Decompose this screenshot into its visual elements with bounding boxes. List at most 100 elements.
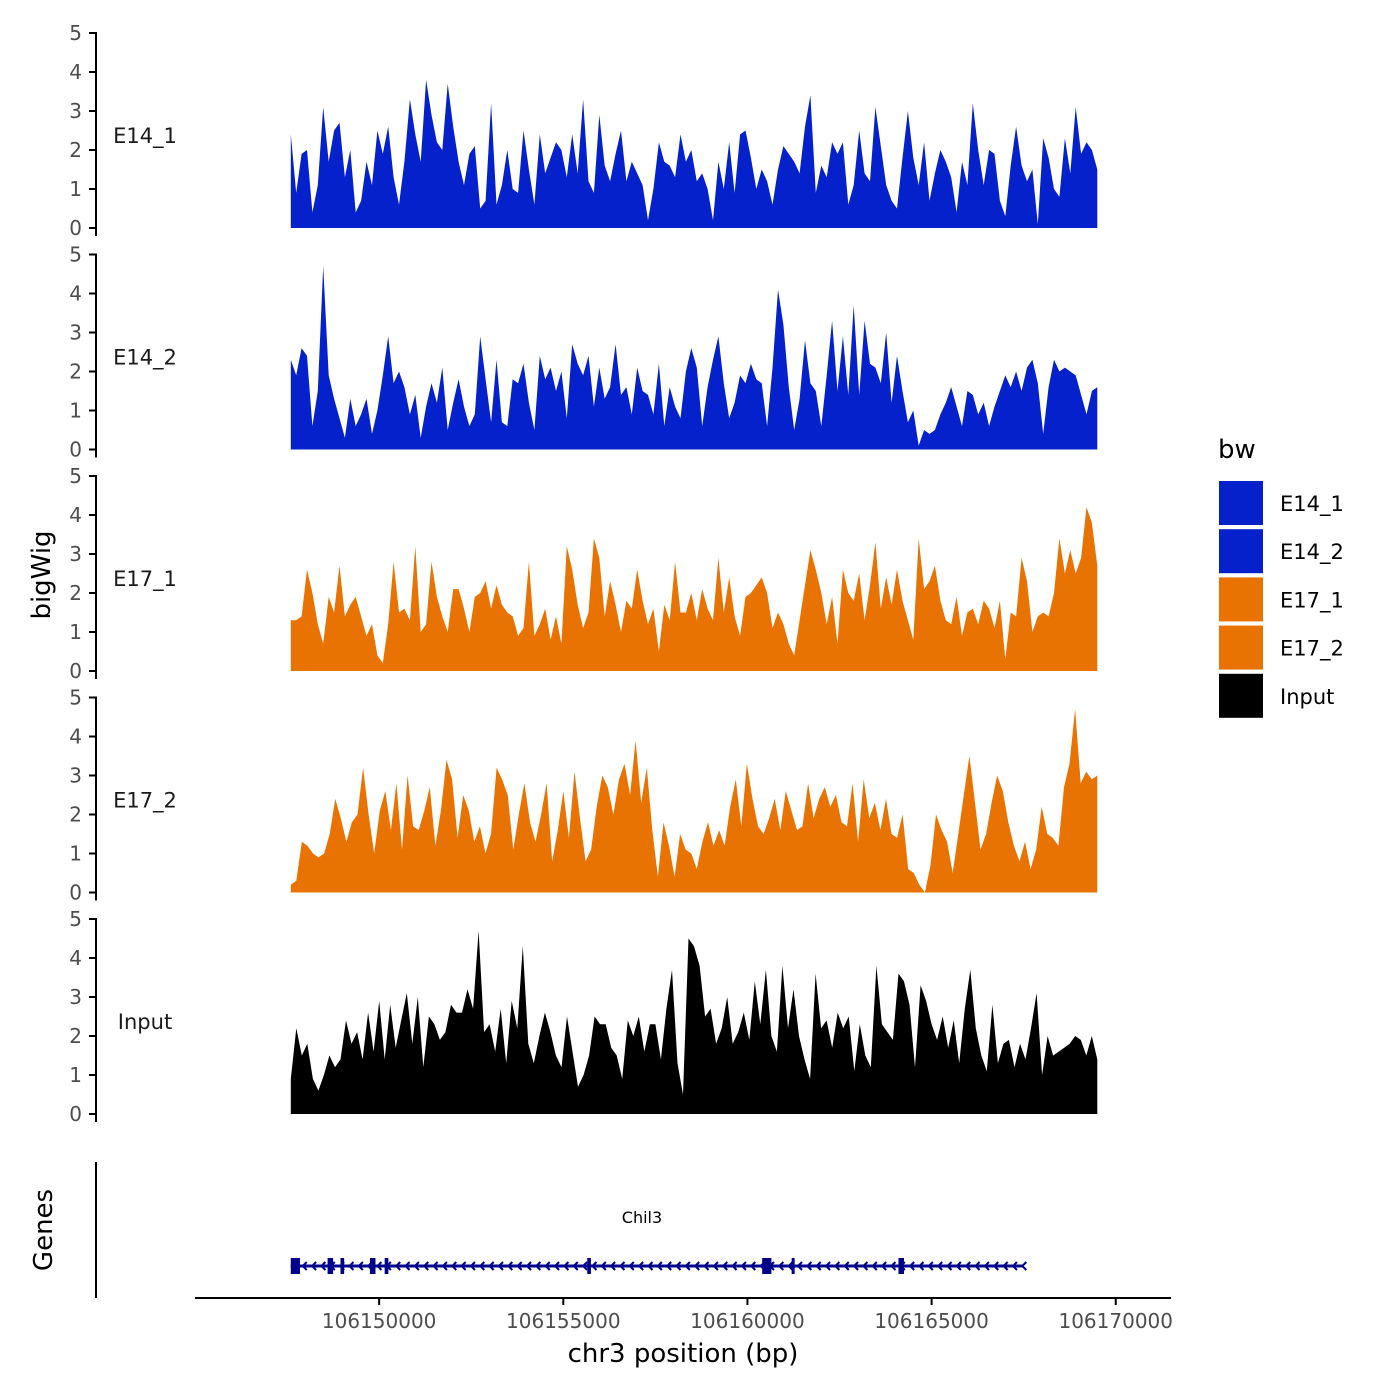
area-E17_1 bbox=[290, 507, 1098, 671]
strand-arrow bbox=[581, 1261, 588, 1271]
y-tick-label: 4 bbox=[69, 725, 82, 749]
y-tick-label: 5 bbox=[69, 243, 82, 267]
strand-arrow bbox=[833, 1261, 841, 1271]
strand-arrow bbox=[871, 1261, 878, 1271]
y-tick-label: 3 bbox=[69, 542, 82, 566]
strand-arrow bbox=[983, 1261, 990, 1271]
y-tick-label: 2 bbox=[69, 581, 82, 605]
strand-arrow bbox=[497, 1261, 504, 1271]
strand-arrow bbox=[525, 1261, 532, 1271]
legend-entry: E14_2 bbox=[1219, 529, 1344, 574]
strand-arrow bbox=[301, 1261, 308, 1271]
strand-arrow bbox=[890, 1261, 897, 1271]
y-tick-label: 0 bbox=[69, 216, 82, 240]
x-axis-title: chr3 position (bp) bbox=[568, 1339, 799, 1369]
y-tick-label: 3 bbox=[69, 321, 82, 345]
strand-arrow bbox=[348, 1261, 355, 1271]
legend: bw E14_1 E14_2 E17_1 E17_2 Input bbox=[1218, 435, 1344, 718]
strand-arrow bbox=[422, 1261, 429, 1271]
y-tick-label: 3 bbox=[69, 764, 82, 788]
legend-label: E17_2 bbox=[1280, 637, 1344, 662]
y-tick-label: 5 bbox=[69, 464, 82, 488]
gene-track: Genes Chil3 bbox=[29, 1162, 1028, 1298]
area-Input bbox=[290, 930, 1098, 1114]
track-E14_1: 0 1 2 3 4 5 E14_1 bbox=[69, 21, 1098, 240]
strand-arrow bbox=[824, 1261, 831, 1271]
strand-arrow bbox=[591, 1261, 598, 1271]
x-tick-label: 106165000 bbox=[874, 1309, 989, 1333]
strand-arrow bbox=[516, 1261, 523, 1271]
legend-label: Input bbox=[1280, 685, 1334, 709]
y-tick-label: 5 bbox=[69, 21, 82, 45]
strand-arrow bbox=[796, 1261, 803, 1271]
strand-arrow bbox=[805, 1261, 813, 1271]
strand-arrow bbox=[955, 1261, 962, 1271]
y-tick-label: 0 bbox=[69, 881, 82, 905]
y-axis-title: bigWig bbox=[27, 530, 57, 619]
legend-swatch bbox=[1219, 481, 1263, 525]
strand-arrow bbox=[787, 1261, 794, 1271]
strand-arrow bbox=[432, 1261, 439, 1271]
strand-arrow bbox=[656, 1261, 663, 1271]
track-label: E14_1 bbox=[113, 124, 177, 149]
y-tick-label: 1 bbox=[69, 1063, 82, 1087]
y-tick-label: 3 bbox=[69, 985, 82, 1009]
track-label: E14_2 bbox=[113, 346, 177, 371]
gene-exon bbox=[290, 1258, 300, 1274]
strand-arrow bbox=[600, 1261, 607, 1271]
strand-arrow bbox=[992, 1261, 999, 1271]
track-E17_1: 0 1 2 3 4 5 E17_1 bbox=[69, 464, 1098, 683]
area-E17_2 bbox=[290, 709, 1098, 893]
y-tick-label: 4 bbox=[69, 60, 82, 84]
strand-arrow bbox=[712, 1261, 719, 1271]
strand-arrow bbox=[908, 1261, 915, 1271]
strand-arrow bbox=[936, 1261, 943, 1271]
gene-exon bbox=[384, 1258, 389, 1274]
strand-arrow bbox=[843, 1261, 850, 1271]
strand-arrow bbox=[1020, 1261, 1028, 1271]
strand-arrow bbox=[749, 1261, 757, 1271]
gene-model bbox=[290, 1258, 1028, 1274]
y-tick-label: 1 bbox=[69, 177, 82, 201]
y-tick-label: 5 bbox=[69, 686, 82, 710]
strand-arrow bbox=[918, 1261, 925, 1271]
strand-arrow bbox=[572, 1261, 579, 1271]
strand-arrow bbox=[684, 1261, 691, 1271]
strand-arrow bbox=[703, 1261, 710, 1271]
gene-exon bbox=[762, 1258, 772, 1274]
x-tick-label: 106170000 bbox=[1058, 1309, 1173, 1333]
strand-arrow bbox=[413, 1261, 420, 1271]
track-label: E17_1 bbox=[113, 567, 177, 592]
strand-arrow bbox=[506, 1261, 514, 1271]
strand-arrow bbox=[665, 1261, 672, 1271]
strand-arrow bbox=[562, 1261, 570, 1271]
strand-arrow bbox=[675, 1261, 682, 1271]
strand-arrow bbox=[1002, 1261, 1009, 1271]
strand-arrow bbox=[815, 1261, 822, 1271]
y-tick-label: 2 bbox=[69, 138, 82, 162]
strand-arrow bbox=[862, 1261, 869, 1271]
legend-entry: E14_1 bbox=[1219, 481, 1344, 525]
legend-swatch bbox=[1219, 577, 1263, 622]
x-tick-label: 106150000 bbox=[322, 1309, 437, 1333]
strand-arrow bbox=[404, 1261, 411, 1271]
strand-arrow bbox=[460, 1261, 467, 1271]
gene-exon bbox=[898, 1258, 904, 1274]
strand-arrow bbox=[619, 1261, 626, 1271]
strand-arrow bbox=[488, 1261, 495, 1271]
y-tick-label: 1 bbox=[69, 842, 82, 866]
strand-arrow bbox=[376, 1261, 383, 1271]
legend-label: E14_2 bbox=[1280, 540, 1344, 565]
gene-exon bbox=[327, 1258, 334, 1274]
legend-entry: Input bbox=[1219, 673, 1334, 718]
track-E17_2: 0 1 2 3 4 5 E17_2 bbox=[69, 686, 1098, 905]
strand-arrow bbox=[740, 1261, 747, 1271]
x-tick-label: 106160000 bbox=[690, 1309, 805, 1333]
y-tick-label: 5 bbox=[69, 907, 82, 931]
strand-arrow bbox=[441, 1261, 448, 1271]
strand-arrow bbox=[731, 1261, 738, 1271]
track-label: Input bbox=[118, 1010, 172, 1034]
strand-arrow bbox=[310, 1261, 317, 1271]
strand-arrow bbox=[974, 1261, 981, 1271]
